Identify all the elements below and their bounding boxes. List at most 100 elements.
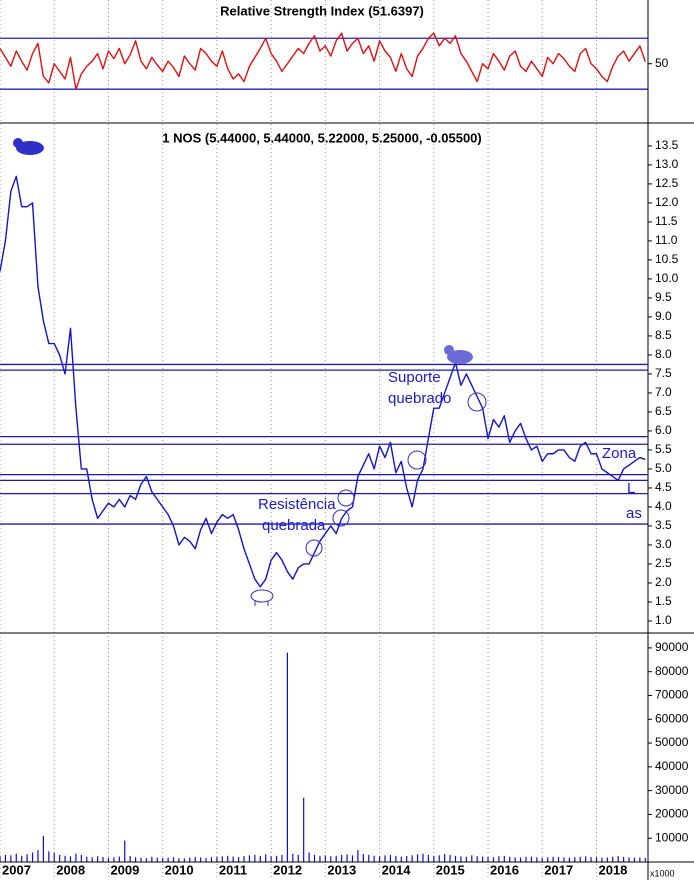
volume-bar	[308, 852, 310, 862]
y-tick-label: 60000	[655, 711, 689, 725]
x-tick-label: 2008	[56, 862, 85, 877]
y-tick-label: 8.0	[655, 347, 672, 361]
volume-bar	[351, 855, 354, 862]
volume-bar	[15, 853, 17, 862]
x-tick-label: 2007	[2, 862, 31, 877]
volume-bar	[113, 857, 115, 862]
volume-bar	[183, 858, 185, 862]
volume-bar	[259, 855, 261, 862]
volume-bar	[482, 856, 484, 862]
x-tick-label: 2009	[110, 862, 139, 877]
volume-bar	[378, 856, 381, 862]
volume-bar	[248, 855, 251, 862]
volume-bar	[341, 854, 343, 862]
y-tick-label: 20000	[655, 807, 689, 821]
volume-bar	[536, 857, 538, 862]
y-tick-label: 11.5	[655, 214, 678, 228]
volume-bar	[64, 855, 66, 862]
volume-bar	[460, 856, 462, 862]
volume-bar	[633, 857, 636, 862]
volume-bar	[612, 856, 614, 862]
volume-bar	[80, 854, 82, 862]
volume-bar	[346, 854, 348, 862]
volume-bar	[48, 851, 50, 862]
volume-bar	[601, 857, 603, 862]
volume-bar	[617, 856, 619, 862]
x-tick-label: 2016	[490, 862, 519, 877]
volume-bar	[433, 855, 435, 862]
volume-bar	[297, 854, 299, 862]
volume-bar	[156, 857, 158, 862]
y-unit: x1000	[650, 868, 675, 878]
volume-bar	[590, 857, 592, 862]
y-tick-label: 9.0	[655, 309, 672, 323]
bull-icon	[250, 589, 274, 606]
volume-bar	[151, 856, 153, 862]
volume-bar	[509, 856, 511, 862]
volume-bar	[335, 855, 337, 862]
volume-bar	[471, 855, 473, 862]
y-tick-label: 7.5	[655, 366, 672, 380]
volume-bar	[644, 857, 646, 862]
volume-bar	[476, 856, 478, 862]
volume-bar	[69, 856, 72, 862]
y-tick-label: 6.0	[655, 423, 672, 437]
x-tick-label: 2014	[382, 862, 412, 877]
volume-bar	[438, 855, 440, 862]
volume-bar	[107, 857, 110, 862]
y-tick-label: 11.0	[655, 233, 678, 247]
y-tick-label: 10.5	[655, 252, 679, 266]
volume-bar	[189, 857, 191, 862]
volume-bar	[237, 857, 240, 862]
volume-bar	[525, 857, 527, 862]
volume-bar	[319, 855, 321, 862]
y-tick-label: 13.0	[655, 157, 679, 171]
annotation: as	[626, 505, 642, 522]
y-tick-label: 4.5	[655, 480, 672, 494]
volume-bar	[53, 852, 55, 862]
y-tick-label: 50000	[655, 735, 689, 749]
volume-bar	[292, 853, 294, 862]
volume-bar	[498, 856, 500, 862]
volume-bar	[492, 857, 495, 862]
y-tick-label: 1.0	[655, 613, 672, 627]
volume-bar	[514, 857, 516, 862]
y-tick-label: 6.5	[655, 404, 672, 418]
volume-bar	[395, 855, 397, 862]
volume-bar	[547, 857, 549, 862]
y-tick-label: 13.5	[655, 138, 679, 152]
volume-bar	[91, 857, 93, 862]
volume-bar	[31, 852, 34, 862]
volume-bar	[194, 857, 196, 862]
annotation: Resistência	[258, 496, 336, 513]
marks	[0, 32, 648, 862]
x-tick-label: 2013	[327, 862, 356, 877]
volume-bar	[487, 856, 489, 862]
volume-bar	[275, 855, 278, 862]
y-tick-label: 3.5	[655, 518, 672, 532]
volume-bar	[172, 857, 175, 862]
volume-bar	[265, 854, 267, 862]
y-tick-label: 10000	[655, 830, 689, 844]
y-tick-label: 7.0	[655, 385, 672, 399]
volume-bar	[330, 856, 332, 862]
volume-bar	[595, 857, 598, 862]
y-tick-label: 70000	[655, 688, 689, 702]
volume-bar	[606, 857, 608, 862]
y-tick-label: 2.5	[655, 556, 672, 570]
volume-bar	[357, 850, 359, 862]
volume-bar	[140, 857, 142, 862]
y-tick-label: 3.0	[655, 537, 672, 551]
x-tick-label: 2017	[544, 862, 573, 877]
volume-bar	[86, 856, 88, 862]
volume-bar	[210, 857, 213, 862]
annotation: L	[627, 480, 635, 497]
x-tick-label: 2010	[165, 862, 194, 877]
annotation: Suporte	[388, 369, 441, 386]
volume-bar	[134, 857, 137, 862]
volume-bar	[541, 857, 543, 862]
y-tick-label: 5.0	[655, 461, 672, 475]
volume-bar	[145, 858, 148, 862]
